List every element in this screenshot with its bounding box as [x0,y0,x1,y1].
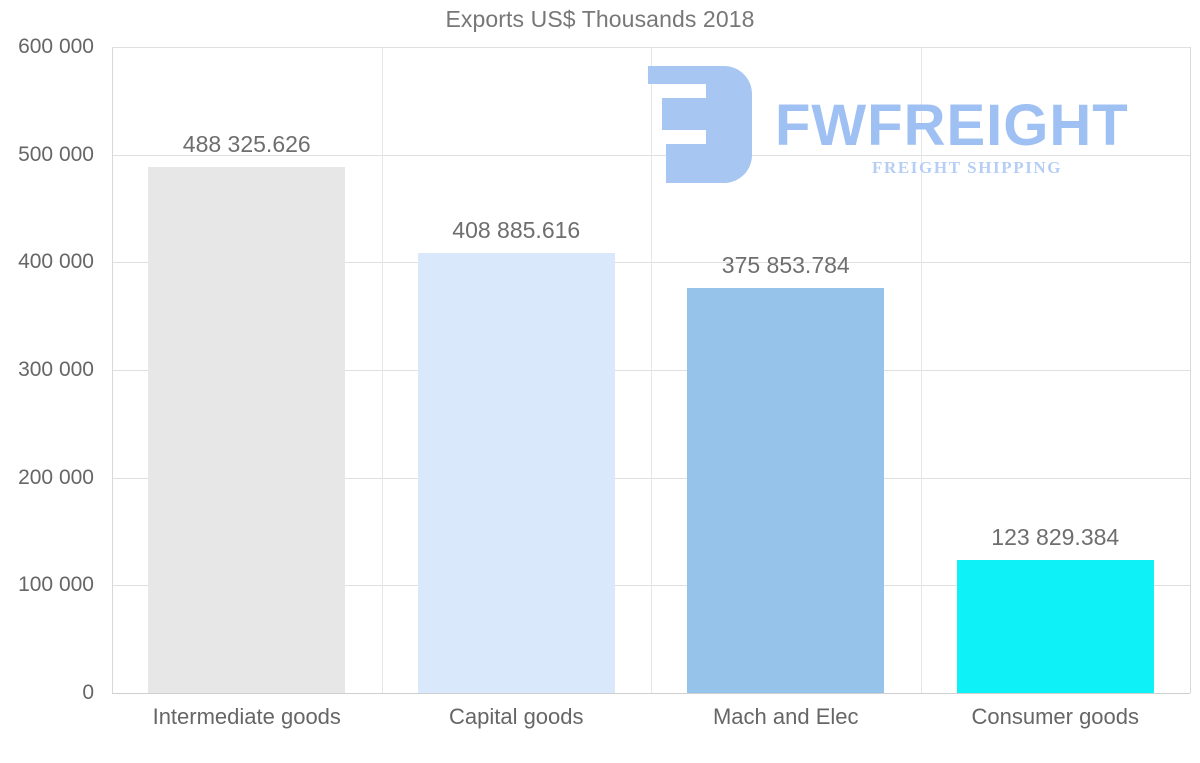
bar[interactable] [417,252,615,693]
y-axis-tick-label: 0 [82,681,94,704]
x-axis-category-label: Capital goods [448,704,584,729]
bar[interactable] [956,559,1154,693]
bar-value-label: 375 853.784 [721,252,850,279]
gridline [112,693,1190,694]
category-separator-line [651,47,652,693]
category-separator-line [112,47,113,693]
category-separator-line [921,47,922,693]
y-axis-tick-label: 300 000 [18,358,94,381]
x-axis-category-label: Intermediate goods [152,704,341,729]
category-separator-line [382,47,383,693]
bar-value-label: 123 829.384 [991,523,1120,550]
y-axis-tick-label: 200 000 [18,465,94,489]
chart-title: Exports US$ Thousands 2018 [445,6,755,32]
bar-value-label: 408 885.616 [452,216,581,243]
x-axis-category-label: Consumer goods [971,704,1140,729]
bar[interactable] [148,167,346,693]
y-axis-tick-label: 600 000 [18,35,94,58]
y-axis-tick-label: 500 000 [18,142,94,166]
y-axis-tick-label: 100 000 [18,573,94,597]
category-separator-line [1190,47,1191,693]
y-axis-tick-label: 400 000 [18,250,94,274]
x-axis-category-label: Mach and Elec [712,704,859,729]
plot-area [112,47,1191,694]
bar-value-label: 488 325.626 [182,131,311,158]
bar[interactable] [687,288,885,693]
